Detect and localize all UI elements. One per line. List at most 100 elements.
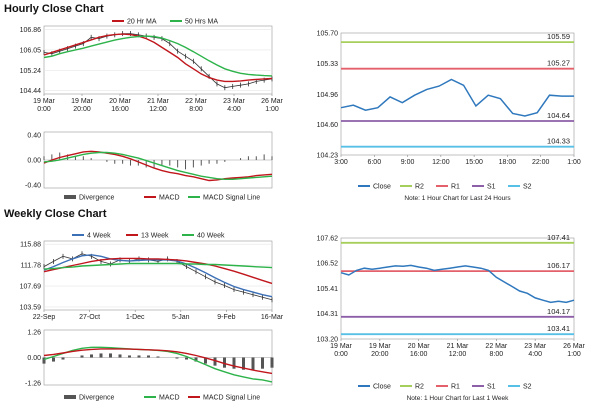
x-tick-label: 19 Mar 20:00 bbox=[369, 343, 391, 358]
x-tick-label: 21 Mar 12:00 bbox=[147, 98, 169, 113]
weekly-section-title: Weekly Close Chart bbox=[4, 208, 107, 220]
y-tick-label: 105.41 bbox=[317, 286, 339, 293]
x-tick-label: 9:00 bbox=[401, 159, 415, 166]
y-tick-label: -0.40 bbox=[25, 182, 41, 189]
legend-entry: Close bbox=[373, 384, 391, 391]
level-label-s1: 104.17 bbox=[547, 307, 570, 316]
legend-entry: R1 bbox=[451, 184, 460, 191]
x-tick-label: 20 Mar 16:00 bbox=[109, 98, 131, 113]
x-tick-label: 19 Mar 20:00 bbox=[71, 98, 93, 113]
y-tick-label: 1.26 bbox=[27, 329, 41, 336]
x-tick-label: 22:00 bbox=[532, 159, 550, 166]
x-tick-label: 9-Feb bbox=[217, 314, 235, 321]
legend-entry: MACD Signal Line bbox=[203, 195, 260, 202]
x-tick-label: 22 Mar 8:00 bbox=[185, 98, 207, 113]
y-tick-label: 104.96 bbox=[317, 92, 339, 99]
y-tick-label: 0.00 bbox=[27, 355, 41, 362]
y-tick-label: 104.23 bbox=[317, 153, 339, 160]
legend-entry: MACD bbox=[159, 195, 180, 202]
y-tick-label: 104.44 bbox=[20, 88, 42, 95]
close-line bbox=[340, 78, 574, 117]
legend-entry: Divergence bbox=[79, 395, 115, 402]
legend-entry: R1 bbox=[451, 384, 460, 391]
x-tick-label: 16-Mar bbox=[261, 314, 284, 321]
series-line-50-hrs-ma bbox=[43, 35, 273, 77]
legend-entry: 40 Week bbox=[197, 233, 225, 240]
x-tick-label: 15:00 bbox=[465, 159, 483, 166]
y-tick-label: 103.59 bbox=[20, 304, 42, 311]
y-tick-label: 104.60 bbox=[317, 122, 339, 129]
x-tick-label: 21 Mar 12:00 bbox=[447, 343, 469, 358]
legend-entry: R2 bbox=[415, 384, 424, 391]
level-label-s2: 103.41 bbox=[547, 324, 570, 333]
y-tick-label: 105.70 bbox=[317, 31, 339, 38]
level-label-s2: 104.33 bbox=[547, 137, 570, 146]
level-label-r1: 105.27 bbox=[547, 59, 570, 68]
y-tick-label: 106.05 bbox=[20, 47, 42, 54]
x-tick-label: 22-Sep bbox=[33, 314, 56, 321]
x-tick-label: 19 Mar 0:00 bbox=[330, 343, 352, 358]
x-tick-label: 12:00 bbox=[432, 159, 450, 166]
close-line bbox=[340, 264, 575, 304]
x-tick-label: 23 Mar 4:00 bbox=[524, 343, 546, 358]
legend-entry: S1 bbox=[487, 184, 496, 191]
series-line-40-week bbox=[43, 262, 273, 270]
y-tick-label: 106.52 bbox=[317, 261, 339, 268]
hourly-price-plot bbox=[43, 25, 273, 95]
y-tick-label: 105.33 bbox=[317, 61, 339, 68]
chart-note: Note: 1 Hour Chart for Last 24 Hours bbox=[404, 195, 511, 202]
x-tick-label: 23 Mar 4:00 bbox=[223, 98, 245, 113]
y-tick-label: 111.78 bbox=[21, 263, 41, 270]
level-label-s1: 104.64 bbox=[547, 111, 570, 120]
levels-plot-2 bbox=[340, 32, 575, 156]
weekly-price-plot bbox=[43, 240, 273, 311]
y-tick-label: 105.24 bbox=[20, 68, 42, 75]
legend-entry: 20 Hr MA bbox=[127, 19, 157, 26]
series-line-4-week bbox=[43, 254, 273, 298]
y-tick-label: 115.88 bbox=[20, 242, 41, 249]
x-tick-label: 20 Mar 16:00 bbox=[408, 343, 430, 358]
series-line-macd bbox=[43, 150, 273, 182]
y-tick-label: 0.00 bbox=[27, 158, 41, 165]
legend-entry: S1 bbox=[487, 384, 496, 391]
legend-entry: Close bbox=[373, 184, 391, 191]
y-tick-label: -1.26 bbox=[25, 381, 41, 388]
legend-entry: 13 Week bbox=[141, 233, 169, 240]
x-tick-label: 5-Jan bbox=[172, 314, 190, 321]
x-tick-label: 1-Dec bbox=[126, 314, 145, 321]
y-tick-label: 0.40 bbox=[27, 133, 41, 140]
legend-entry: R2 bbox=[415, 184, 424, 191]
legend-entry: S2 bbox=[523, 184, 532, 191]
series-line-macd-signal-line bbox=[43, 151, 273, 180]
levels-plot-5 bbox=[340, 237, 575, 340]
x-tick-label: 6:00 bbox=[367, 159, 381, 166]
legend-entry: MACD bbox=[159, 395, 180, 402]
x-tick-label: 26 Mar 1:00 bbox=[563, 343, 585, 358]
series-line-13-week bbox=[43, 257, 273, 285]
x-tick-label: 19 Mar 0:00 bbox=[33, 98, 55, 113]
y-tick-label: 103.20 bbox=[317, 337, 339, 344]
level-label-r1: 106.17 bbox=[547, 261, 570, 270]
x-tick-label: 18:00 bbox=[499, 159, 517, 166]
legend-entry: 50 Hrs MA bbox=[185, 19, 218, 26]
x-tick-label: 22 Mar 8:00 bbox=[485, 343, 507, 358]
series-line-20-hr-ma bbox=[43, 33, 273, 83]
x-tick-label: 1:00 bbox=[567, 159, 581, 166]
y-tick-label: 107.62 bbox=[317, 236, 339, 243]
legend-entry: 4 Week bbox=[87, 233, 111, 240]
x-tick-label: 3:00 bbox=[334, 159, 348, 166]
legend-entry: S2 bbox=[523, 384, 532, 391]
level-label-r2: 107.41 bbox=[547, 233, 570, 242]
chart-note: Note: 1 Hour Chart for Last 1 Week bbox=[407, 395, 510, 402]
legend-entry: Divergence bbox=[79, 195, 115, 202]
y-tick-label: 107.69 bbox=[20, 284, 42, 291]
series-line-macd-signal-line bbox=[43, 348, 273, 375]
hourly-section-title: Hourly Close Chart bbox=[4, 3, 104, 15]
x-tick-label: 27-Oct bbox=[79, 314, 100, 321]
y-tick-label: 104.31 bbox=[317, 311, 339, 318]
x-tick-label: 26 Mar 1:00 bbox=[261, 98, 283, 113]
level-label-r2: 105.59 bbox=[547, 32, 570, 41]
legend-entry: MACD Signal Line bbox=[203, 395, 260, 402]
y-tick-label: 106.86 bbox=[20, 27, 42, 34]
